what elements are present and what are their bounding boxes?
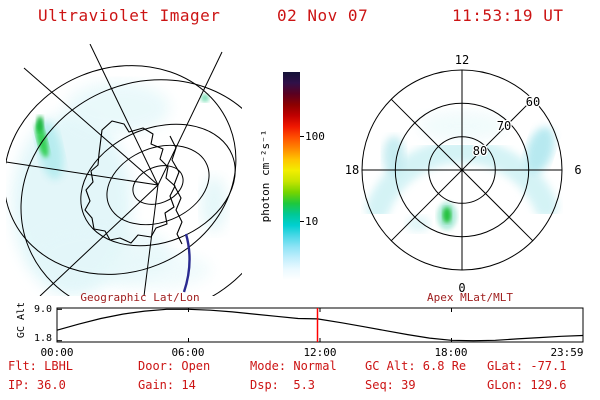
chart-frame [56, 307, 584, 343]
page-title: Ultraviolet Imager [38, 6, 221, 25]
status-glat: GLat: -77.1 [487, 359, 567, 373]
status-gain: Gain: 14 [138, 378, 196, 392]
xtick-1200: 12:00 [303, 346, 337, 359]
colorbar-tickmark-10 [300, 221, 304, 222]
status-glon: GLon: 129.6 [487, 378, 567, 392]
mlt-12-label: 12 [455, 53, 469, 67]
colorbar-tick-100: 100 [305, 130, 325, 143]
status-ip: IP: 36.0 [8, 378, 66, 392]
header-time: 11:53:19 UT [452, 6, 564, 25]
status-flt: Flt: LBHL [8, 359, 74, 373]
status-gc-alt: GC Alt: 6.8 Re [365, 359, 467, 373]
colorbar-tick-10: 10 [305, 215, 319, 228]
auroral-emission-geographic [12, 82, 227, 296]
mlat-70-label: 70 [497, 119, 511, 133]
gc-alt-ytick-bottom: 1.8 [33, 333, 52, 344]
status-mode: Mode: Normal [250, 359, 337, 373]
colorbar-gradient [283, 72, 300, 280]
xtick-0600: 06:00 [171, 346, 205, 359]
gc-alt-curve [56, 308, 583, 342]
colorbar-tickmark-100 [300, 136, 304, 137]
polar-labels: 12 18 6 0 60 70 80 [344, 52, 583, 297]
status-door: Door: Open [138, 359, 211, 373]
status-seq: Seq: 39 [365, 378, 416, 392]
status-dsp: Dsp: 5.3 [250, 378, 316, 392]
chart-tickmarks [57, 308, 452, 342]
mlat-60-label: 60 [526, 95, 540, 109]
header-date: 02 Nov 07 [277, 6, 369, 25]
mlt-6-label: 6 [574, 163, 581, 177]
colorbar-unit-label: photon cm⁻²s⁻¹ [259, 129, 272, 223]
gc-alt-chart [56, 307, 584, 343]
polar-grid [361, 69, 563, 271]
coastline-overlay [84, 120, 183, 245]
mlat-80-label: 80 [473, 144, 487, 158]
right-panel-caption: Apex MLat/MLT [426, 291, 514, 304]
mlt-0-label: 0 [458, 281, 465, 295]
apex-polar-panel: 12 18 6 0 60 70 80 [344, 52, 583, 297]
xtick-2359: 23:59 [550, 346, 584, 359]
xtick-0000: 00:00 [40, 346, 74, 359]
mlt-18-label: 18 [345, 163, 359, 177]
spacecraft-track [182, 233, 191, 293]
auroral-emission-apex [366, 111, 558, 232]
xtick-1800: 18:00 [434, 346, 468, 359]
left-panel-caption: Geographic Lat/Lon [80, 291, 200, 304]
geographic-projection-panel [6, 44, 242, 296]
gc-alt-ytick-top: 9.0 [33, 304, 52, 315]
